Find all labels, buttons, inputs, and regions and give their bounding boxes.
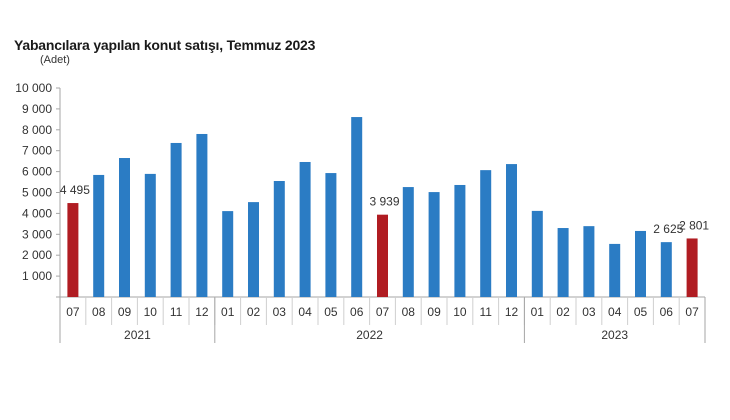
- bar: [583, 226, 595, 297]
- bar: [273, 181, 285, 297]
- y-tick-label: 9 000: [22, 102, 52, 116]
- month-label: 01: [531, 305, 545, 319]
- data-label: 4 495: [60, 183, 90, 197]
- bar: [248, 202, 259, 297]
- bar: [222, 211, 234, 297]
- month-label: 02: [247, 305, 261, 319]
- month-label: 04: [298, 305, 312, 319]
- bar: [480, 170, 492, 297]
- month-label: 03: [582, 305, 596, 319]
- y-tick-label: 2 000: [22, 248, 52, 262]
- month-label: 10: [144, 305, 158, 319]
- month-label: 04: [608, 305, 622, 319]
- chart-title: Yabancılara yapılan konut satışı, Temmuz…: [14, 37, 316, 53]
- year-label: 2021: [124, 328, 151, 342]
- bar: [660, 242, 672, 297]
- bar: [299, 161, 311, 297]
- highlight-bar: [377, 214, 388, 297]
- bar: [506, 164, 517, 297]
- bar: [635, 230, 646, 297]
- data-label: 2 801: [679, 218, 709, 232]
- highlight-bar: [686, 238, 698, 297]
- year-label: 2023: [601, 328, 628, 342]
- bar: [144, 173, 156, 297]
- bar: [428, 192, 440, 297]
- month-label: 06: [660, 305, 674, 319]
- bar: [609, 243, 621, 297]
- month-label: 03: [273, 305, 287, 319]
- bar: [170, 142, 182, 297]
- bar: [557, 228, 569, 297]
- y-tick-label: 7 000: [22, 144, 52, 158]
- month-label: 10: [453, 305, 467, 319]
- month-label: 06: [350, 305, 364, 319]
- bar: [531, 210, 543, 297]
- bar: [119, 158, 130, 297]
- month-label: 11: [479, 305, 492, 319]
- month-label: 02: [556, 305, 570, 319]
- month-label: 05: [324, 305, 338, 319]
- month-label: 08: [92, 305, 106, 319]
- bar: [351, 117, 363, 298]
- bar: [454, 184, 466, 297]
- month-label: 09: [118, 305, 132, 319]
- month-label: 07: [685, 305, 699, 319]
- y-tick-label: 10 000: [15, 81, 52, 95]
- month-label: 07: [376, 305, 390, 319]
- month-label: 12: [505, 305, 519, 319]
- y-tick-label: 1 000: [22, 269, 52, 283]
- month-label: 01: [221, 305, 235, 319]
- data-label: 2 625: [653, 222, 683, 236]
- month-label: 05: [634, 305, 648, 319]
- year-label: 2022: [356, 328, 383, 342]
- bar: [196, 133, 208, 297]
- highlight-bar: [67, 203, 79, 297]
- month-label: 09: [427, 305, 441, 319]
- bar: [402, 187, 414, 297]
- chart-unit: (Adet): [40, 54, 70, 66]
- bar: [325, 173, 337, 297]
- month-label: 11: [170, 305, 183, 319]
- bar: [93, 174, 105, 297]
- y-tick-label: 5 000: [22, 186, 52, 200]
- y-tick-label: 4 000: [22, 206, 52, 220]
- month-label: 08: [402, 305, 416, 319]
- month-label: 07: [66, 305, 80, 319]
- y-tick-label: 3 000: [22, 227, 52, 241]
- y-tick-label: 8 000: [22, 123, 52, 137]
- y-tick-label: 6 000: [22, 165, 52, 179]
- data-label: 3 939: [369, 195, 399, 209]
- month-label: 12: [195, 305, 209, 319]
